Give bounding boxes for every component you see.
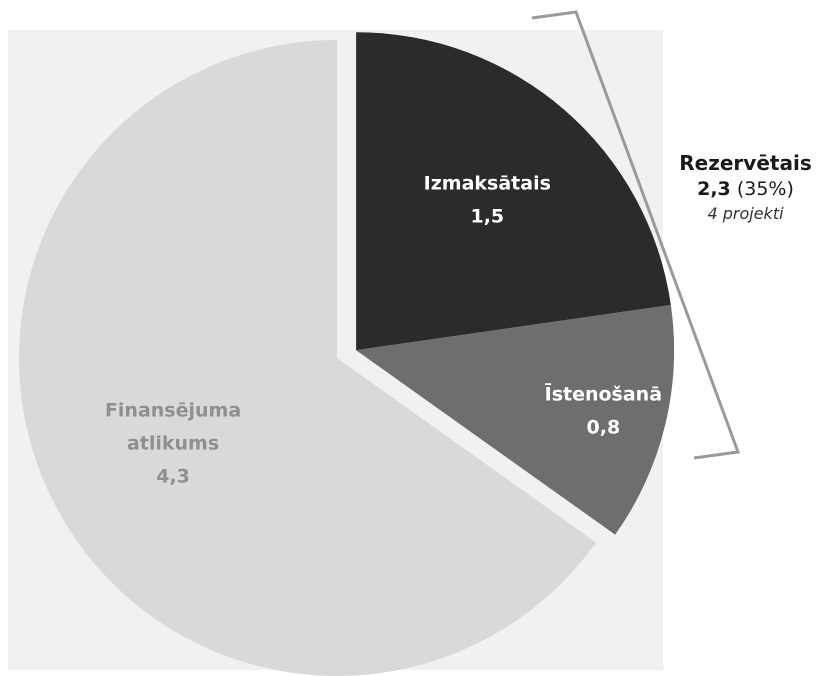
reserved-callout: Rezervētais 2,3 (35%) 4 projekti — [668, 150, 823, 226]
slice-labels: Izmaksātais 1,5 Īstenošanā 0,8 Finansējuma at… — [105, 172, 662, 487]
slice-value-label-2: 0,8 — [587, 417, 621, 439]
callout-note: 4 projekti — [707, 204, 784, 223]
callout-value: 2,3 — [697, 178, 731, 200]
callout-percent: (35%) — [736, 178, 794, 200]
callout-value-line: 2,3 (35%) — [668, 176, 823, 202]
slice-name-label-3: Finansējuma — [105, 400, 241, 422]
slice-name-label-2: Īstenošanā — [545, 383, 662, 406]
slice-value-label-1: 1,5 — [470, 205, 504, 227]
pie-slice-2 — [356, 304, 675, 535]
slice-name-label-3: atlikums — [127, 433, 219, 455]
slice-value-label-3: 4,3 — [156, 466, 190, 488]
callout-title: Rezervētais — [679, 151, 812, 175]
pie-slice-1 — [356, 32, 671, 351]
pie-slices — [19, 32, 675, 676]
slice-name-label-1: Izmaksātais — [424, 172, 551, 194]
callout-bracket — [531, 10, 741, 460]
pie-slice-3 — [19, 40, 597, 676]
